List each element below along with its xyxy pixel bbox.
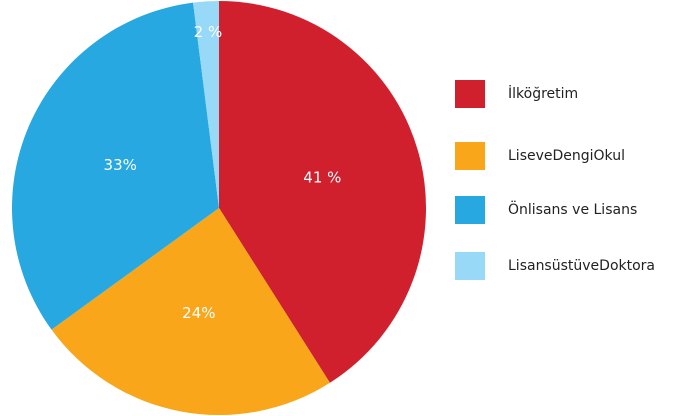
legend-swatch (455, 252, 485, 280)
legend-label: LiseveDengiOkul (508, 148, 625, 164)
pie-slice (11, 2, 220, 330)
legend-swatch (455, 80, 485, 108)
slice-label: 41 % (303, 168, 341, 186)
slice-label: 24% (182, 304, 215, 322)
legend-label: LisansüstüveDoktora (508, 258, 655, 274)
legend-swatch (455, 142, 485, 170)
slice-label: 33% (104, 156, 137, 174)
legend-label: Önlisans ve Lisans (508, 200, 637, 218)
slice-label: 2 % (194, 23, 223, 41)
pie-slice (219, 1, 426, 383)
pie-slice (193, 1, 219, 208)
legend-swatch (455, 196, 485, 224)
pie-slice (51, 208, 330, 416)
legend-label: İlköğretim (508, 84, 578, 102)
